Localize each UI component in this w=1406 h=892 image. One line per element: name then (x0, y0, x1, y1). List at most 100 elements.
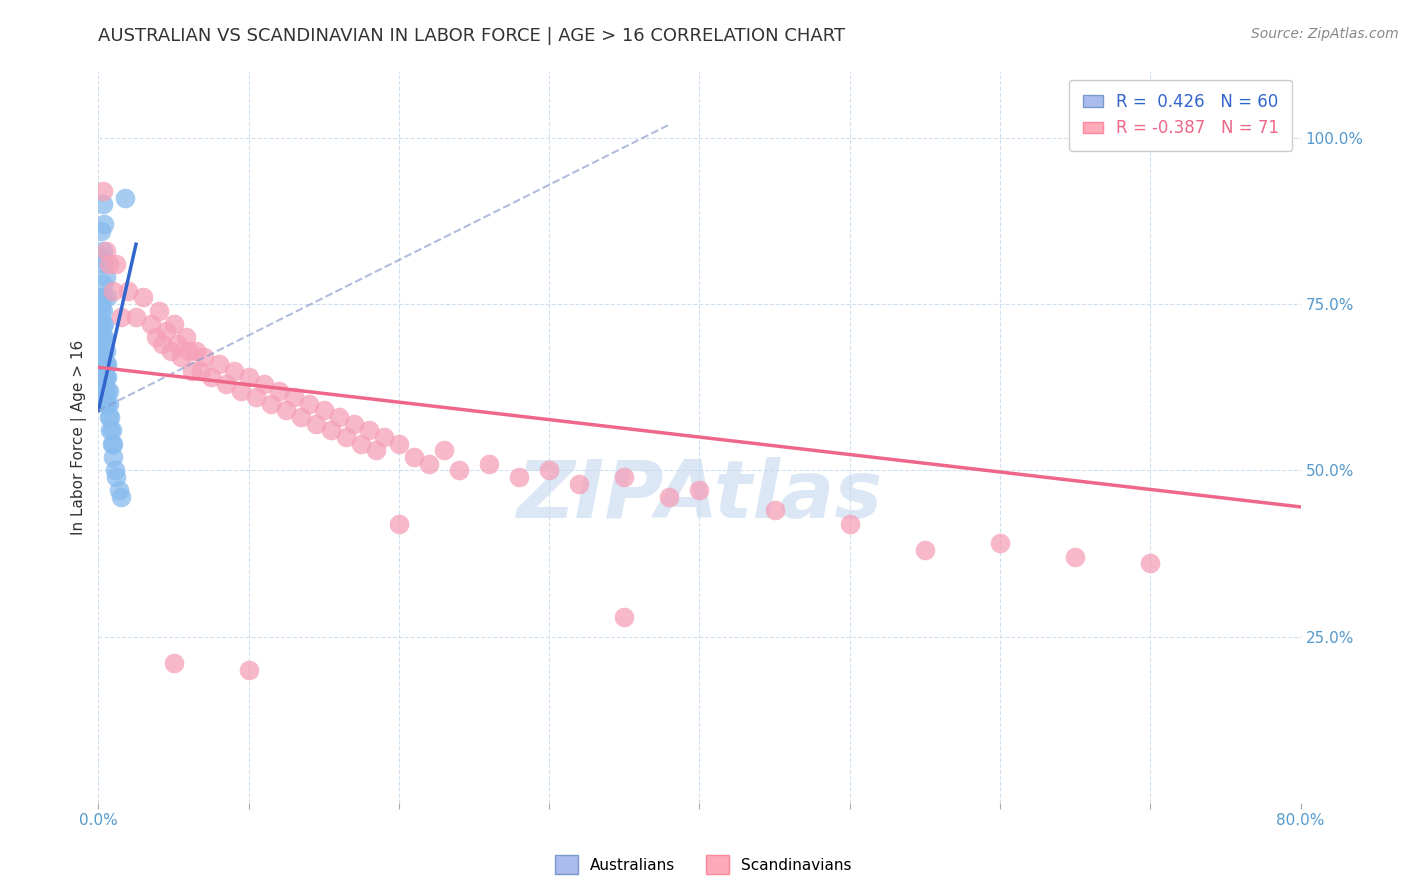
Point (90, 224, 112, 238)
Point (290, 410, 312, 425)
Point (433, 443, 456, 458)
Point (162, 317, 184, 331)
Point (174, 330, 197, 344)
Point (312, 403, 335, 417)
Point (90, 303, 112, 318)
Point (538, 463, 561, 477)
Point (94, 244, 117, 258)
Point (94, 343, 117, 358)
Point (94, 370, 117, 384)
Point (110, 490, 132, 504)
Point (100, 424, 122, 438)
Point (94, 397, 117, 411)
Point (96, 290, 118, 304)
Point (343, 417, 366, 431)
Point (91, 303, 114, 318)
Point (91, 330, 114, 344)
Point (91, 317, 114, 331)
Point (101, 424, 124, 438)
Point (90, 357, 112, 371)
Point (97, 410, 120, 425)
Point (1139, 557, 1161, 571)
Point (91, 244, 114, 258)
Point (155, 324, 177, 338)
Point (350, 436, 373, 450)
Point (180, 363, 202, 377)
Legend: R =  0.426   N = 60, R = -0.387   N = 71: R = 0.426 N = 60, R = -0.387 N = 71 (1069, 79, 1292, 151)
Point (89, 251, 111, 265)
Point (162, 656, 184, 670)
Point (222, 363, 245, 377)
Point (148, 303, 170, 318)
Point (568, 476, 591, 491)
Point (93, 317, 115, 331)
Point (91, 197, 114, 211)
Point (418, 457, 440, 471)
Point (238, 370, 260, 384)
Point (125, 310, 148, 325)
Point (103, 450, 125, 464)
Point (91, 357, 114, 371)
Point (91, 370, 114, 384)
Point (139, 317, 162, 331)
Point (305, 417, 328, 431)
Point (328, 410, 350, 425)
Point (100, 410, 122, 425)
Point (190, 363, 212, 377)
Point (96, 384, 118, 398)
Point (253, 376, 276, 391)
Point (763, 503, 786, 517)
Point (208, 357, 231, 371)
Point (91, 277, 114, 292)
Point (90, 343, 112, 358)
Point (103, 284, 125, 298)
Point (335, 430, 357, 444)
Point (184, 343, 207, 358)
Point (357, 424, 380, 438)
Point (260, 397, 283, 411)
Point (170, 351, 193, 365)
Point (508, 470, 530, 484)
Point (90, 290, 112, 304)
Point (298, 397, 321, 411)
Point (93, 217, 115, 231)
Point (94, 357, 117, 371)
Point (91, 384, 114, 398)
Point (97, 257, 120, 271)
Point (914, 543, 936, 558)
Y-axis label: In Labor Force | Age > 16: In Labor Force | Age > 16 (72, 340, 87, 534)
Point (447, 463, 470, 477)
Point (117, 284, 139, 298)
Point (89, 370, 111, 384)
Point (276, 403, 298, 417)
Text: ZIPAtlas: ZIPAtlas (516, 457, 883, 534)
Point (145, 330, 167, 344)
Legend: Australians, Scandinavians: Australians, Scandinavians (548, 849, 858, 880)
Point (658, 490, 681, 504)
Point (93, 384, 115, 398)
Point (94, 270, 117, 285)
Point (114, 191, 136, 205)
Point (96, 357, 118, 371)
Point (105, 470, 128, 484)
Point (267, 384, 290, 398)
Point (90, 384, 112, 398)
Point (388, 516, 411, 531)
Text: Source: ZipAtlas.com: Source: ZipAtlas.com (1251, 27, 1399, 41)
Point (91, 290, 114, 304)
Point (988, 536, 1011, 550)
Point (90, 297, 112, 311)
Point (93, 370, 115, 384)
Point (321, 424, 343, 438)
Point (90, 330, 112, 344)
Point (283, 390, 305, 404)
Point (97, 384, 120, 398)
Point (613, 609, 636, 624)
Text: AUSTRALIAN VS SCANDINAVIAN IN LABOR FORCE | AGE > 16 CORRELATION CHART: AUSTRALIAN VS SCANDINAVIAN IN LABOR FORC… (98, 27, 845, 45)
Point (103, 436, 125, 450)
Point (89, 343, 111, 358)
Point (93, 330, 115, 344)
Point (159, 343, 181, 358)
Point (105, 257, 128, 271)
Point (91, 184, 114, 198)
